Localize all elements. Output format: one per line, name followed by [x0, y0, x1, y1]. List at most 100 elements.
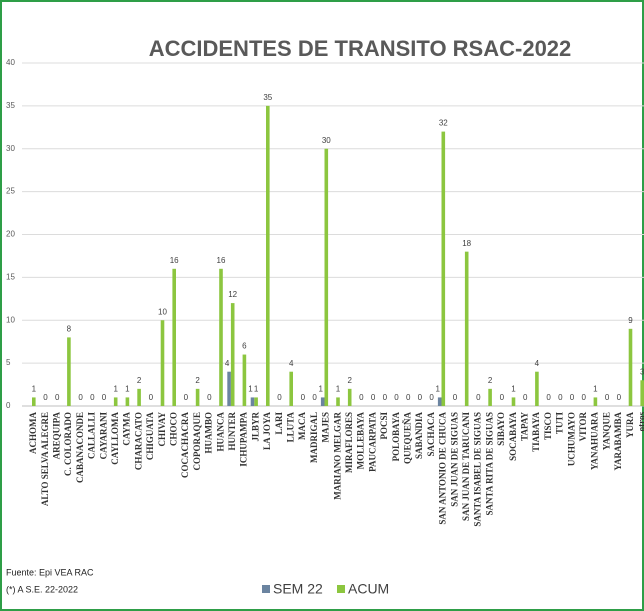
x-tick-label: SANTA ISABEL DE SIGUAS — [473, 412, 483, 527]
value-label: 0 — [570, 393, 575, 402]
x-tick-label: UCHUMAYO — [566, 412, 576, 466]
x-tick-label: SIBAYO — [496, 412, 506, 446]
value-label: 9 — [628, 316, 633, 325]
value-label: 1 — [248, 385, 253, 394]
legend-swatch — [262, 585, 270, 593]
x-tick-label: ACHOMA — [28, 412, 38, 454]
bar — [511, 397, 516, 406]
value-label: 0 — [453, 393, 458, 402]
value-label: 8 — [67, 325, 72, 334]
x-tick-label: TIABAYA — [531, 412, 541, 452]
value-label: 4 — [535, 359, 540, 368]
value-label: 0 — [476, 393, 481, 402]
x-tick-label: YANAHUARA — [590, 412, 600, 471]
value-label: 4 — [225, 359, 230, 368]
bar — [254, 397, 258, 406]
x-tick-label: SOCABAYA — [508, 412, 518, 461]
y-tick-label: 15 — [6, 272, 15, 281]
value-label: 0 — [371, 393, 376, 402]
chart-title: ACCIDENTES DE TRANSITO RSAC-2022 — [149, 36, 572, 61]
x-tick-label: SAN JUAN DE TARUCANI — [461, 412, 471, 521]
x-tick-label: SAN JUAN DE SIGUAS — [449, 412, 459, 507]
x-tick-label: CAYMA — [122, 412, 132, 446]
x-tick-label: AREQUIPA — [51, 412, 61, 460]
bar — [488, 388, 492, 406]
value-label: 1 — [593, 385, 598, 394]
value-label: 0 — [312, 393, 317, 402]
x-tick-label: PAUCARPATA — [367, 412, 377, 472]
y-tick-label: 20 — [6, 230, 15, 239]
x-tick-label: MAJES — [321, 412, 331, 443]
bar — [172, 268, 176, 406]
value-label: 6 — [242, 342, 247, 351]
source-note: Fuente: Epi VEA RAC — [6, 567, 94, 577]
value-label: 1 — [32, 385, 37, 394]
x-tick-label: MOLLEBAYA — [356, 412, 366, 470]
x-tick-label: SANTA RITA DE SIGUAS — [484, 412, 494, 515]
x-tick-label: MIRAFLORES — [344, 412, 354, 473]
bar — [137, 388, 141, 406]
value-label: 0 — [207, 393, 212, 402]
x-tick-label: otros — [636, 412, 644, 432]
value-label: 0 — [55, 393, 60, 402]
x-tick-label: YURA — [625, 412, 635, 438]
legend-label: SEM 22 — [273, 581, 323, 597]
value-label: 0 — [149, 393, 154, 402]
bar — [242, 354, 247, 406]
x-tick-label: CHOCO — [168, 412, 178, 446]
value-label: 0 — [78, 393, 83, 402]
x-tick-label: HUNTER — [227, 412, 237, 451]
value-label: 4 — [289, 359, 294, 368]
value-label: 2 — [137, 376, 142, 385]
bar — [535, 371, 539, 406]
value-label: 0 — [523, 393, 528, 402]
x-tick-label: HUAMBO — [204, 412, 214, 454]
value-label: 1 — [254, 385, 259, 394]
value-label: 0 — [429, 393, 434, 402]
bar — [437, 397, 442, 406]
value-label: 16 — [217, 256, 226, 265]
x-tick-label: ICHUPAMPA — [239, 412, 249, 467]
value-label: 0 — [394, 393, 399, 402]
value-label: 2 — [347, 376, 352, 385]
bar — [266, 105, 270, 406]
value-label: 3 — [640, 367, 644, 376]
x-tick-label: LA JOYA — [262, 412, 272, 450]
value-label: 32 — [439, 119, 448, 128]
x-tick-label: YANQUE — [601, 412, 611, 450]
value-label: 1 — [511, 385, 516, 394]
legend-label: ACUM — [348, 581, 389, 597]
value-label: 0 — [418, 393, 423, 402]
x-tick-label: C. COLORADO — [63, 412, 73, 476]
y-tick-label: 40 — [6, 58, 15, 67]
bar — [195, 388, 200, 406]
x-tick-label: MACA — [297, 412, 307, 440]
x-tick-label: QUEQUEÑA — [402, 412, 412, 465]
x-tick-label: HUANCA — [215, 412, 225, 452]
value-label: 0 — [546, 393, 551, 402]
x-tick-label: CAYARANI — [98, 412, 108, 460]
value-label: 0 — [90, 393, 95, 402]
x-tick-label: CHIGUATA — [145, 412, 155, 461]
x-tick-label: CABANACONDE — [75, 412, 85, 483]
x-tick-label: JLBYR — [250, 412, 260, 442]
x-tick-label: VITOR — [578, 412, 588, 442]
value-label: 0 — [581, 393, 586, 402]
value-label: 0 — [406, 393, 411, 402]
bar — [320, 397, 325, 406]
x-tick-label: TUTI — [555, 412, 565, 435]
bar — [640, 380, 644, 406]
bar — [441, 131, 446, 406]
value-label: 0 — [184, 393, 189, 402]
x-tick-label: MADRIGAL — [309, 412, 319, 463]
value-label: 1 — [125, 385, 130, 394]
x-tick-label: TAPAY — [519, 412, 529, 441]
x-tick-label: ALTO SELVA ALEGRE — [40, 412, 50, 506]
bar — [464, 251, 469, 406]
value-label: 0 — [500, 393, 505, 402]
value-label: 1 — [336, 385, 341, 394]
x-tick-label: POLOBAYA — [391, 412, 401, 462]
x-tick-label: LARI — [274, 412, 284, 435]
value-label: 1 — [318, 385, 323, 394]
